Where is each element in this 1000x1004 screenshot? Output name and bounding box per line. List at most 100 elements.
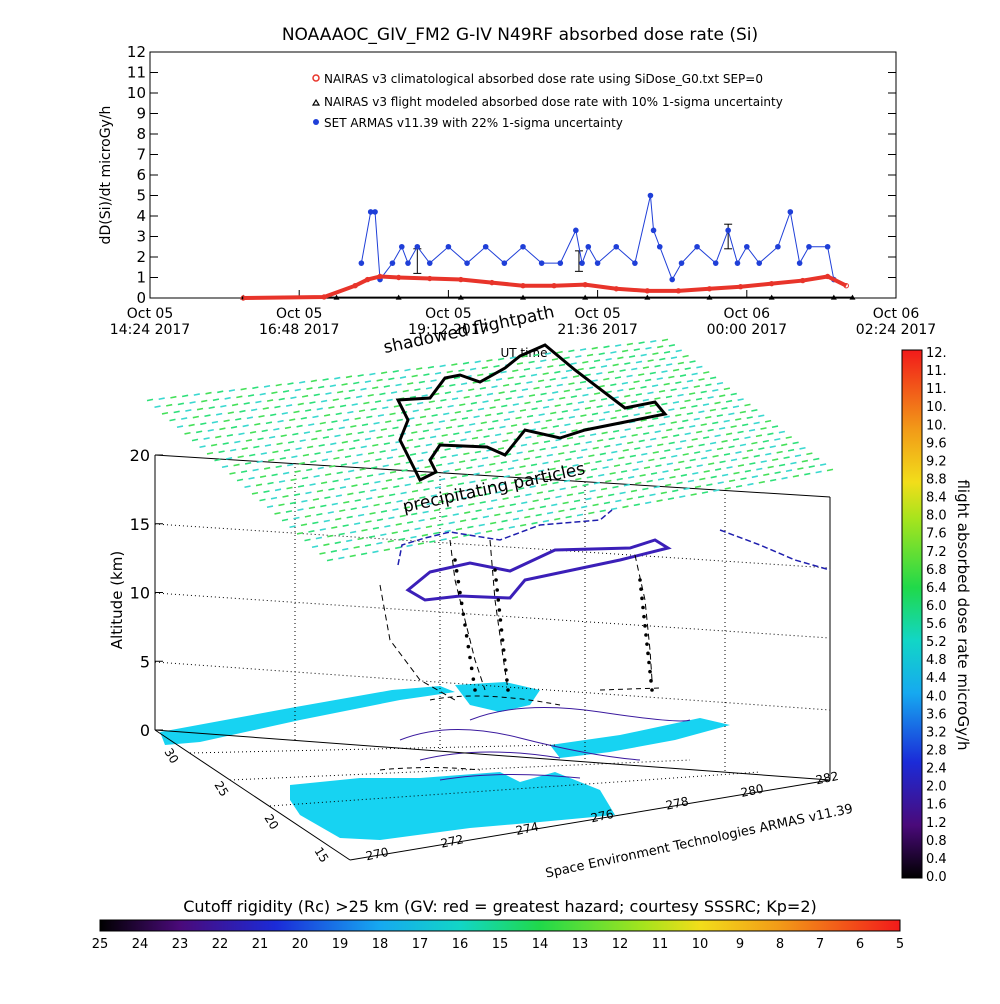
dose-grid-dash [372,386,379,390]
dose-grid-dash [677,426,684,430]
rigidity-colorbar-tick-label: 21 [252,937,269,952]
series-marker-nairas-climatological [352,283,358,289]
dose-grid-dash [652,451,659,454]
series-marker-set-armas [613,243,620,250]
dose-grid-dash [705,449,712,453]
dose-grid-dash [677,361,685,365]
series-marker-nairas-climatological [824,273,831,280]
dose-grid-dash [411,512,418,516]
dose-grid-dash [629,454,637,458]
dose-grid-dash [297,484,305,488]
dose-grid-dash [349,554,356,558]
dose-colorbar-tick-label: 2.4 [926,762,947,777]
dose-grid-dash [714,434,721,438]
series-marker-set-armas [579,260,585,266]
dose-grid-dash [253,445,260,449]
y-tick-label: 12 [127,43,146,61]
dose-grid-dash [453,376,461,380]
dose-grid-dash [161,411,169,415]
dose-grid-dash [306,445,314,449]
dose-grid-dash [457,482,465,486]
dose-grid-dash [676,481,683,485]
dose-grid-dash [337,448,344,452]
dose-grid-dash [369,429,376,433]
dose-grid-dash [411,374,418,378]
dose-grid-dash [476,429,483,432]
dose-grid-dash [593,392,601,395]
dose-grid-dash [427,365,435,369]
dose-grid-dash [276,442,283,446]
dose-grid-dash [530,463,538,467]
dose-grid-dash [268,435,276,439]
dose-grid-dash [620,470,628,473]
dose-grid-dash [350,507,357,511]
dose-grid-dash [741,423,749,427]
dose-grid-dash [690,493,697,496]
x-floor-tick-labels: 270 272 274 276 278 280 282 [365,769,840,863]
dose-colorbar-tick-label: 3.6 [926,707,947,722]
z-tick-label: 20 [130,446,150,465]
dose-grid-dash [240,470,248,474]
dose-grid-dash [231,403,239,407]
dose-grid-dash [582,483,589,487]
dose-grid-dash [526,471,533,475]
dose-grid-dash [236,395,243,399]
dose-grid-dash [753,421,760,425]
dose-grid-dash [312,521,319,525]
dose-grid-dash [577,401,585,404]
dose-grid-dash [707,462,715,466]
dose-grid-dash [242,424,249,428]
dose-grid-dash [215,435,222,439]
dose-grid-dash [693,385,700,388]
dose-grid-dash [664,449,671,452]
dose-grid-dash [486,507,494,511]
dose-grid-dash [401,469,408,472]
dose-grid-dash [680,473,688,477]
dose-grid-dash [363,401,370,405]
dose-grid-dash [302,453,310,457]
rigidity-colorbar-tick-label: 10 [692,937,709,952]
dose-grid-dash [220,404,227,408]
dose-grid-dash [603,501,611,505]
dose-grid-dash [785,436,792,439]
dose-grid-dash [274,405,281,409]
dose-grid-dash [707,396,714,399]
dose-grid-dash [459,519,467,523]
series-marker-set-armas [669,276,675,283]
dose-grid-dash [325,450,333,454]
dose-grid-dash [544,385,552,389]
dose-grid-dash [549,378,556,381]
dose-grid-dash [464,430,471,434]
dose-grid-dash [505,511,512,515]
dose-grid-dash [528,507,535,511]
dose-grid-dash [730,425,737,429]
dose-grid-dash [427,479,434,483]
dose-grid-dash [747,482,754,486]
dose-grid-dash [767,432,774,436]
particle-dot [646,651,650,656]
dose-grid-dash [446,484,453,488]
dose-grid-dash [173,410,180,414]
dose-grid-dash [559,430,567,434]
dose-grid-dash [650,339,657,343]
dose-grid-dash [354,499,361,502]
particle-dot [649,679,653,683]
dose-grid-dash [366,497,373,500]
dose-grid-dash [725,399,733,403]
dose-grid-dash [200,422,207,426]
dose-grid-dash [686,412,693,415]
dose-grid-dash [543,440,551,443]
dose-grid-dash [696,464,703,468]
dose-grid-dash [455,527,463,531]
dose-grid-dash [367,451,375,455]
dose-grid-dash [409,453,417,456]
dose-grid-dash [396,418,403,422]
dose-grid-dash [680,439,687,443]
series-marker-set-armas [806,243,812,250]
dose-grid-dash [519,408,527,412]
rigidity-colorbar [99,919,901,932]
dose-grid-dash [621,381,629,385]
dose-grid-dash [365,520,372,524]
dose-grid-dash [271,391,278,395]
dose-grid-dash [790,461,797,465]
